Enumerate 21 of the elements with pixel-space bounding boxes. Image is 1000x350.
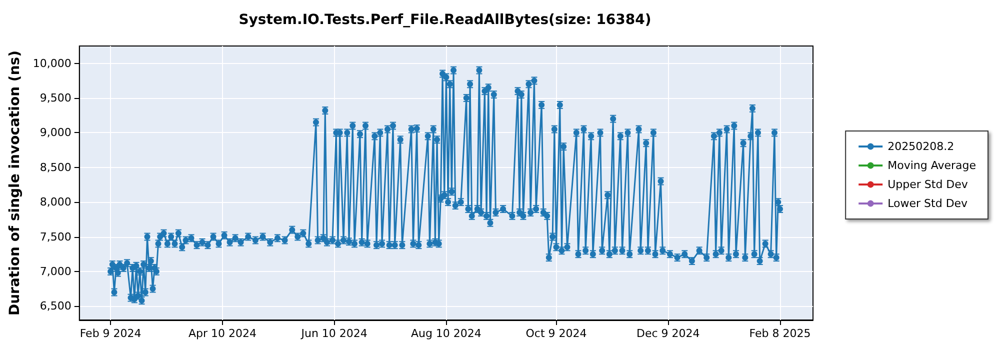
legend-label: Upper Std Dev: [888, 178, 968, 191]
x-tick-label: Dec 9 2024: [636, 327, 700, 340]
x-tick-label: Jun 10 2024: [300, 327, 368, 340]
y-tick-label: 8,500: [40, 160, 72, 174]
y-tick-label: 7,000: [40, 264, 72, 278]
chart-title: System.IO.Tests.Perf_File.ReadAllBytes(size: 16384): [238, 12, 652, 28]
x-tick-label: Oct 9 2024: [526, 327, 587, 340]
legend-label: Moving Average: [888, 159, 976, 172]
y-axis-title: Duration of single invocation (ns): [7, 50, 23, 316]
y-tick-label: 9,500: [40, 92, 72, 105]
y-tick-label: 7,500: [40, 230, 72, 244]
x-tick-label: Feb 9 2024: [80, 327, 142, 340]
y-tick-label: 6,500: [40, 300, 72, 313]
legend-label: 20250208.2: [888, 140, 954, 153]
y-tick-label: 10,000: [32, 56, 72, 70]
y-tick-label: 9,000: [40, 126, 72, 140]
x-tick-label: Feb 8 2025: [749, 327, 811, 340]
legend-label: Lower Std Dev: [888, 197, 968, 210]
y-tick-label: 8,000: [40, 196, 72, 209]
x-tick-label: Aug 10 2024: [410, 327, 482, 340]
x-tick-label: Apr 10 2024: [188, 327, 256, 340]
